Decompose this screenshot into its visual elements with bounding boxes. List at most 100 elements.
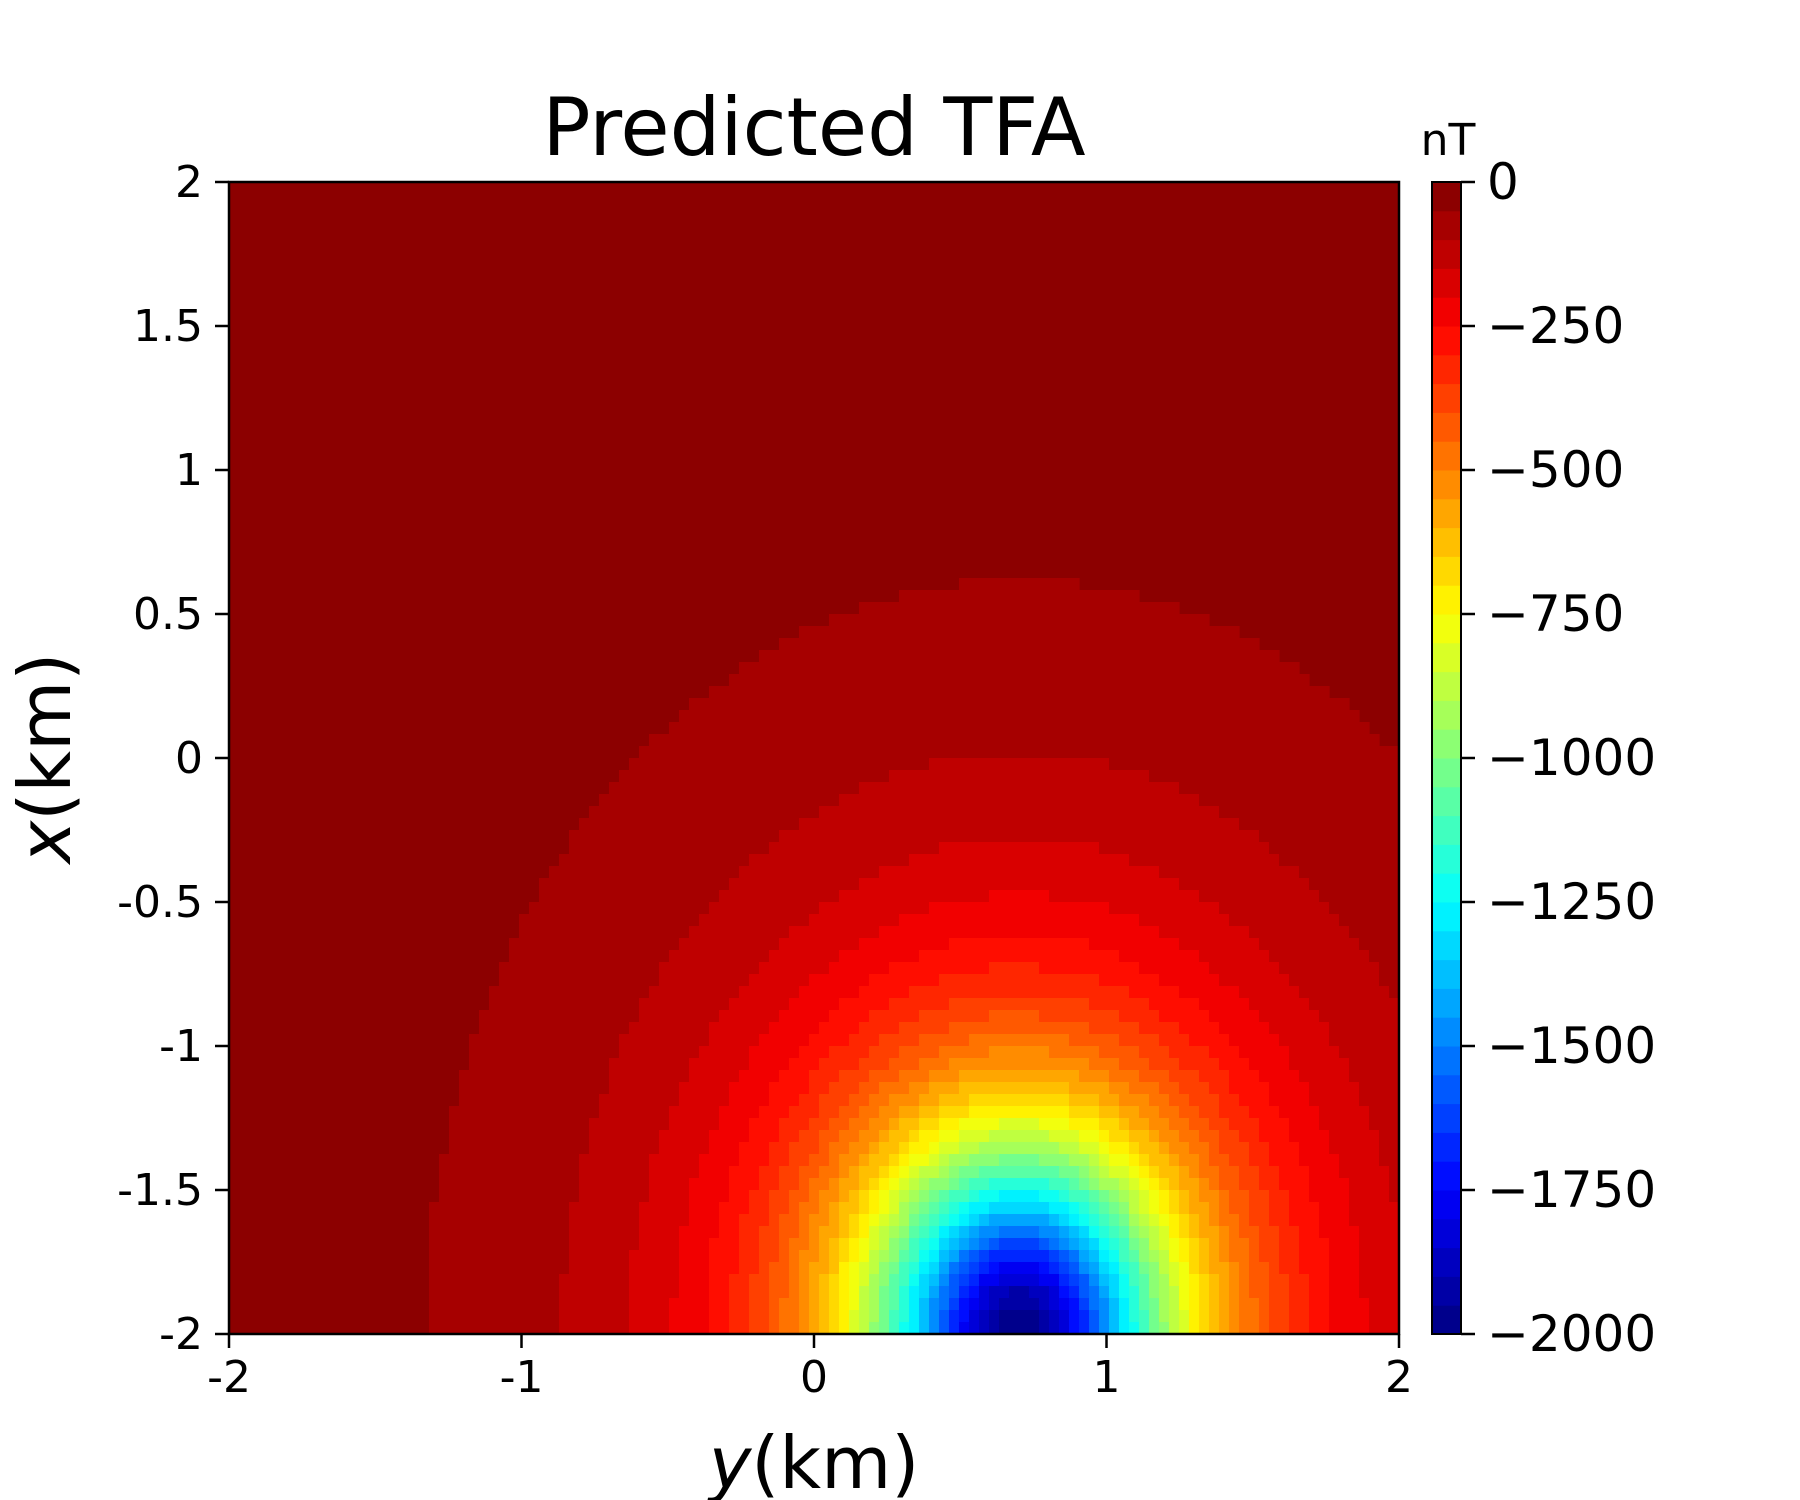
contour-cell bbox=[999, 746, 1010, 759]
contour-cell bbox=[1079, 1058, 1090, 1071]
contour-cell bbox=[599, 1238, 610, 1251]
contour-cell bbox=[749, 1298, 760, 1311]
contour-cell bbox=[1069, 1142, 1080, 1155]
contour-cell bbox=[1169, 710, 1180, 723]
contour-cell bbox=[1289, 1262, 1300, 1275]
contour-cell bbox=[839, 1034, 850, 1047]
contour-cell bbox=[659, 1214, 670, 1227]
contour-cell bbox=[739, 902, 750, 915]
contour-cell bbox=[1359, 1154, 1370, 1167]
contour-cell bbox=[629, 1010, 640, 1023]
contour-cell bbox=[919, 854, 930, 867]
contour-cell bbox=[1309, 1082, 1320, 1095]
contour-cell bbox=[1389, 794, 1400, 807]
contour-cell bbox=[909, 1142, 920, 1155]
contour-cell bbox=[1189, 722, 1200, 735]
contour-cell bbox=[1159, 602, 1170, 615]
contour-cell bbox=[1189, 782, 1200, 795]
contour-cell bbox=[1189, 734, 1200, 747]
contour-cell bbox=[1149, 1118, 1160, 1131]
contour-cell bbox=[1389, 1178, 1400, 1191]
contour-cell bbox=[1119, 938, 1130, 951]
contour-cell bbox=[739, 1238, 750, 1251]
contour-cell bbox=[979, 1034, 990, 1047]
contour-cell bbox=[1079, 1214, 1090, 1227]
contour-cell bbox=[719, 1226, 730, 1239]
contour-cell bbox=[1359, 1094, 1370, 1107]
contour-cell bbox=[669, 734, 680, 747]
contour-cell bbox=[759, 974, 770, 987]
contour-cell bbox=[739, 746, 750, 759]
contour-cell bbox=[499, 1130, 510, 1143]
contour-cell bbox=[1169, 1274, 1180, 1287]
contour-cell bbox=[1359, 878, 1370, 891]
contour-cell bbox=[1109, 854, 1120, 867]
contour-cell bbox=[819, 1250, 830, 1263]
contour-cell bbox=[1369, 1010, 1380, 1023]
contour-cell bbox=[749, 782, 760, 795]
contour-cell bbox=[709, 782, 720, 795]
contour-cell bbox=[1179, 626, 1190, 639]
contour-cell bbox=[1079, 1010, 1090, 1023]
contour-cell bbox=[979, 866, 990, 879]
contour-cell bbox=[789, 1082, 800, 1095]
contour-cell bbox=[579, 974, 590, 987]
contour-cell bbox=[949, 938, 960, 951]
contour-cell bbox=[669, 1274, 680, 1287]
contour-cell bbox=[599, 1010, 610, 1023]
contour-cell bbox=[1239, 902, 1250, 915]
contour-cell bbox=[599, 998, 610, 1011]
contour-cell bbox=[1329, 758, 1340, 771]
contour-cell bbox=[779, 830, 790, 843]
contour-cell bbox=[1129, 878, 1140, 891]
contour-cell bbox=[829, 686, 840, 699]
contour-cell bbox=[879, 1082, 890, 1095]
contour-cell bbox=[1299, 1034, 1310, 1047]
contour-cell bbox=[1209, 842, 1220, 855]
contour-cell bbox=[479, 1154, 490, 1167]
contour-cell bbox=[719, 878, 730, 891]
contour-cell bbox=[979, 686, 990, 699]
contour-cell bbox=[879, 1070, 890, 1083]
contour-cell bbox=[889, 1286, 900, 1299]
contour-cell bbox=[919, 1238, 930, 1251]
contour-cell bbox=[719, 1046, 730, 1059]
contour-cell bbox=[659, 1130, 670, 1143]
contour-cell bbox=[689, 1142, 700, 1155]
contour-cell bbox=[649, 854, 660, 867]
contour-cell bbox=[959, 1034, 970, 1047]
contour-cell bbox=[509, 1190, 520, 1203]
contour-cell bbox=[979, 818, 990, 831]
contour-cell bbox=[659, 770, 670, 783]
contour-cell bbox=[759, 758, 770, 771]
contour-cell bbox=[1279, 1070, 1290, 1083]
contour-cell bbox=[499, 1274, 510, 1287]
contour-cell bbox=[979, 914, 990, 927]
contour-cell bbox=[1139, 1214, 1150, 1227]
contour-cell bbox=[1379, 854, 1390, 867]
contour-cell bbox=[1229, 1166, 1240, 1179]
contour-cell bbox=[739, 1298, 750, 1311]
contour-cell bbox=[699, 1214, 710, 1227]
contour-cell bbox=[1249, 770, 1260, 783]
contour-cell bbox=[709, 818, 720, 831]
contour-cell bbox=[1189, 710, 1200, 723]
contour-cell bbox=[1179, 1118, 1190, 1131]
contour-cell bbox=[459, 1226, 470, 1239]
contour-cell bbox=[569, 950, 580, 963]
contour-cell bbox=[549, 1178, 560, 1191]
contour-cell bbox=[839, 686, 850, 699]
contour-cell bbox=[1219, 1286, 1230, 1299]
contour-cell bbox=[869, 614, 880, 627]
contour-cell bbox=[1159, 830, 1170, 843]
contour-cell bbox=[1219, 902, 1230, 915]
contour-cell bbox=[1149, 626, 1160, 639]
contour-cell bbox=[829, 926, 840, 939]
contour-cell bbox=[709, 1166, 720, 1179]
contour-cell bbox=[1089, 842, 1100, 855]
contour-cell bbox=[1249, 938, 1260, 951]
contour-cell bbox=[829, 1250, 840, 1263]
contour-cell bbox=[999, 1214, 1010, 1227]
contour-cell bbox=[1319, 1250, 1330, 1263]
contour-cell bbox=[919, 686, 930, 699]
